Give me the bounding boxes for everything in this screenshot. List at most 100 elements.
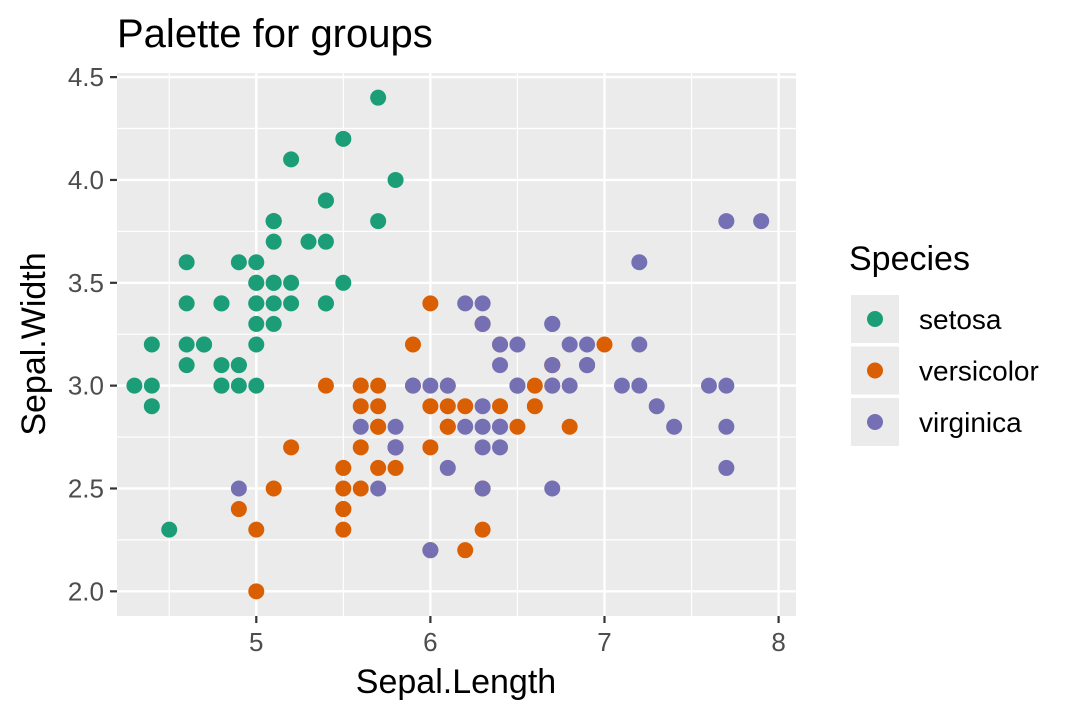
point-versicolor [352,439,369,456]
point-virginica [544,357,561,374]
x-axis: 5 6 7 8 [249,616,786,657]
point-versicolor [352,377,369,394]
point-virginica [718,418,735,435]
point-versicolor [457,542,474,559]
point-versicolor [422,295,439,312]
point-virginica [509,377,526,394]
point-virginica [457,418,474,435]
point-virginica [631,254,648,271]
point-setosa [213,295,230,312]
point-setosa [213,357,230,374]
point-virginica [492,357,509,374]
point-setosa [143,336,160,353]
point-virginica [387,439,404,456]
point-versicolor [230,501,247,518]
point-setosa [370,89,387,106]
y-tick-label: 4.5 [68,62,104,92]
point-versicolor [335,459,352,476]
point-virginica [352,418,369,435]
point-virginica [561,336,578,353]
point-setosa [335,274,352,291]
point-virginica [579,336,596,353]
legend-label-virginica: virginica [919,407,1022,438]
point-versicolor [370,418,387,435]
point-virginica [474,480,491,497]
x-tick-label: 8 [771,627,785,657]
point-versicolor [370,459,387,476]
point-versicolor [422,398,439,415]
point-versicolor [352,398,369,415]
point-virginica [544,315,561,332]
point-versicolor [370,377,387,394]
point-virginica [474,295,491,312]
point-virginica [648,398,665,415]
point-versicolor [248,583,265,600]
point-virginica [544,377,561,394]
legend-swatch-setosa [867,311,883,327]
point-setosa [178,357,195,374]
point-setosa [178,295,195,312]
point-setosa [143,377,160,394]
point-virginica [439,377,456,394]
point-setosa [161,521,178,538]
y-tick-label: 3.0 [68,371,104,401]
point-setosa [265,295,282,312]
y-axis-title: Sepal.Width [15,252,53,435]
point-setosa [230,357,247,374]
point-virginica [492,439,509,456]
point-setosa [317,192,334,209]
point-virginica [718,213,735,230]
point-virginica [700,377,717,394]
point-virginica [474,398,491,415]
point-versicolor [317,377,334,394]
legend-swatch-virginica [867,414,883,430]
legend-title: Species [849,240,970,278]
point-virginica [439,459,456,476]
point-setosa [283,295,300,312]
point-setosa [300,233,317,250]
point-versicolor [457,398,474,415]
point-setosa [248,336,265,353]
point-setosa [126,377,143,394]
point-virginica [718,459,735,476]
point-virginica [631,377,648,394]
point-virginica [474,418,491,435]
y-tick-label: 2.5 [68,473,104,503]
point-virginica [404,377,421,394]
point-virginica [474,315,491,332]
point-virginica [457,295,474,312]
legend-swatch-versicolor [867,362,883,379]
point-virginica [370,480,387,497]
point-versicolor [509,418,526,435]
point-versicolor [561,418,578,435]
point-setosa [230,377,247,394]
point-virginica [422,377,439,394]
point-setosa [283,151,300,168]
point-setosa [230,254,247,271]
point-virginica [422,542,439,559]
legend-label-setosa: setosa [919,304,1002,335]
point-versicolor [422,439,439,456]
point-setosa [248,377,265,394]
point-virginica [544,480,561,497]
x-tick-label: 7 [597,627,611,657]
minor-gridlines [117,73,796,616]
point-versicolor [439,418,456,435]
point-virginica [666,418,683,435]
point-setosa [178,336,195,353]
point-virginica [718,377,735,394]
point-versicolor [596,336,613,353]
point-versicolor [248,521,265,538]
point-setosa [248,315,265,332]
point-versicolor [439,398,456,415]
point-virginica [474,439,491,456]
point-setosa [248,274,265,291]
point-versicolor [283,439,300,456]
point-setosa [370,213,387,230]
point-setosa [265,213,282,230]
point-setosa [387,171,404,188]
point-versicolor [370,398,387,415]
point-setosa [178,254,195,271]
point-versicolor [335,521,352,538]
